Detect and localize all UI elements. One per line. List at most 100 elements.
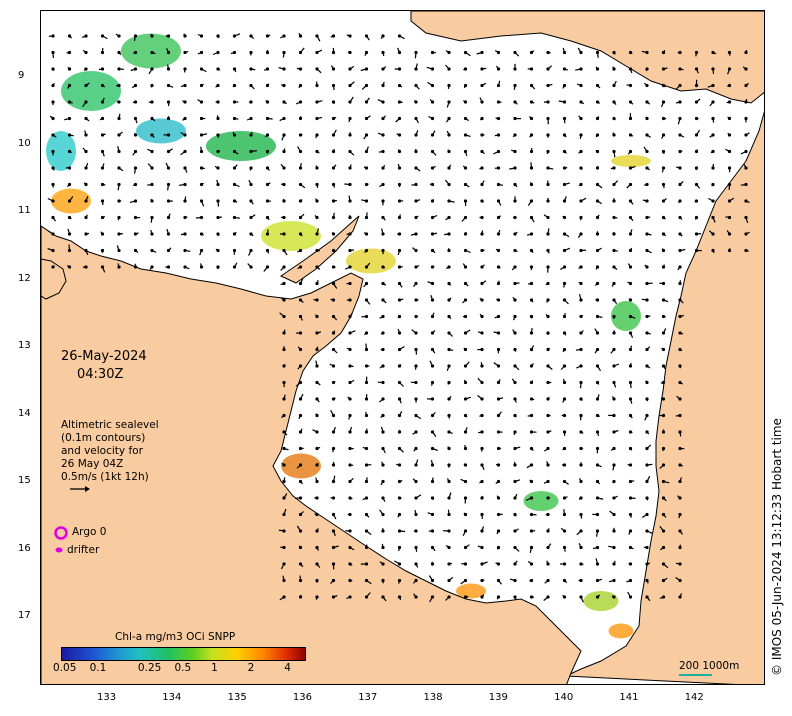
velocity-arrow-shaft: [547, 65, 553, 70]
velocity-arrow-shaft: [446, 118, 450, 123]
velocity-arrow-shaft: [646, 365, 651, 369]
velocity-arrow-shaft: [415, 215, 419, 219]
velocity-arrow-shaft: [462, 530, 467, 536]
velocity-arrow-shaft: [675, 562, 681, 565]
velocity-arrow-shaft: [663, 315, 666, 318]
map-time: 04:30Z: [77, 367, 124, 382]
velocity-arrow-shaft: [83, 68, 87, 71]
velocity-arrow-shaft: [465, 361, 470, 367]
velocity-arrow-shaft: [578, 543, 582, 548]
velocity-arrow-shaft: [365, 212, 368, 218]
y-tick-label: 10: [18, 137, 31, 149]
velocity-arrow-shaft: [431, 477, 434, 482]
velocity-arrow-shaft: [101, 163, 105, 169]
velocity-arrow-shaft: [280, 163, 285, 169]
velocity-arrow-shaft: [184, 266, 190, 270]
velocity-arrow-shaft: [663, 233, 667, 237]
velocity-arrow-shaft: [481, 280, 487, 284]
map-canvas: [41, 11, 764, 684]
velocity-arrow: [282, 479, 286, 484]
velocity-arrow-shaft: [265, 99, 268, 103]
velocity-arrow-shaft: [613, 299, 618, 304]
velocity-arrow-shaft: [663, 563, 669, 569]
velocity-arrow-shaft: [595, 266, 599, 270]
velocity-arrow: [265, 199, 270, 203]
velocity-arrow-shaft: [180, 151, 186, 156]
velocity-arrow-shaft: [663, 84, 667, 88]
velocity-arrow-shaft: [630, 51, 633, 55]
velocity-arrow-shaft: [612, 132, 615, 136]
velocity-arrow-shaft: [444, 233, 450, 236]
velocity-arrow-shaft: [695, 217, 698, 220]
velocity-arrow-shaft: [498, 266, 501, 269]
velocity-arrow-shaft: [410, 233, 417, 236]
velocity-arrow-shaft: [47, 197, 54, 202]
velocity-arrow-shaft: [630, 315, 636, 319]
velocity-arrow-shaft: [377, 132, 384, 136]
velocity-arrow: [100, 67, 105, 71]
velocity-arrow-shaft: [426, 66, 433, 70]
velocity-arrow-shaft: [630, 200, 634, 205]
velocity-arrow-shaft: [349, 330, 356, 334]
velocity-arrow-shaft: [498, 397, 504, 400]
velocity-arrow-shaft: [134, 132, 137, 136]
velocity-arrow-shaft: [380, 481, 384, 486]
velocity-arrow-shaft: [249, 167, 252, 171]
velocity-arrow-shaft: [679, 332, 684, 335]
velocity-arrow-shaft: [415, 118, 420, 124]
velocity-arrow-shaft: [283, 508, 287, 515]
velocity-arrow-shaft: [363, 232, 367, 235]
velocity-arrow-shaft: [413, 448, 417, 452]
velocity-arrow-shaft: [610, 167, 615, 170]
velocity-arrow-shaft: [195, 216, 202, 219]
velocity-arrow-shaft: [397, 47, 401, 53]
velocity-arrow-shaft: [250, 35, 255, 40]
velocity-arrow-shaft: [366, 514, 370, 518]
velocity-arrow-shaft: [446, 365, 450, 372]
velocity-arrow-shaft: [299, 594, 302, 598]
velocity-arrow-shaft: [530, 345, 535, 350]
velocity-arrow-shaft: [560, 527, 565, 532]
velocity-arrow-shaft: [69, 196, 74, 202]
velocity-arrow-shaft: [165, 162, 170, 169]
velocity-arrow-shaft: [52, 82, 55, 86]
velocity-arrow-shaft: [495, 481, 499, 485]
velocity-arrow-shaft: [349, 65, 355, 70]
velocity-arrow-shaft: [267, 167, 270, 171]
velocity-arrow-shaft: [133, 51, 136, 54]
velocity-arrow-shaft: [464, 151, 468, 156]
velocity-arrow-shaft: [564, 299, 569, 305]
velocity-arrow-shaft: [379, 183, 384, 188]
velocity-arrow-shaft: [217, 233, 220, 237]
colorbar-tick-label: 2: [247, 662, 255, 674]
velocity-arrow-shaft: [415, 563, 419, 568]
velocity-arrow-shaft: [495, 562, 499, 565]
velocity-arrow-shaft: [727, 68, 731, 75]
velocity-arrow-shaft: [69, 35, 73, 39]
velocity-arrow-shaft: [712, 118, 715, 123]
chlorophyll-patch: [523, 491, 559, 511]
velocity-arrow-shaft: [151, 134, 155, 138]
velocity-arrow-shaft: [448, 562, 453, 565]
velocity-arrow-shaft: [630, 415, 633, 419]
velocity-arrow-shaft: [514, 365, 520, 371]
velocity-arrow-shaft: [712, 217, 716, 223]
legend-line-2: (0.1m contours): [61, 432, 146, 444]
colorbar-tick-label: 1: [211, 662, 218, 674]
velocity-arrow-shaft: [68, 244, 71, 251]
velocity-arrow-shaft: [596, 214, 600, 218]
velocity-arrow-shaft: [217, 216, 222, 219]
velocity-arrow-shaft: [629, 382, 632, 389]
velocity-arrow-shaft: [463, 100, 466, 103]
velocity-arrow-shaft: [167, 184, 170, 191]
velocity-arrow-shaft: [594, 283, 598, 287]
velocity-arrow-shaft: [428, 575, 434, 581]
velocity-arrow-shaft: [431, 312, 435, 317]
velocity-arrow-shaft: [445, 545, 450, 548]
velocity-arrow-shaft: [577, 233, 582, 238]
velocity-arrow-shaft: [316, 331, 322, 334]
velocity-arrow-shaft: [429, 596, 434, 603]
velocity-arrow-shaft: [464, 231, 467, 235]
velocity-arrow-shaft: [201, 233, 204, 236]
velocity-arrow-shaft: [366, 592, 371, 598]
